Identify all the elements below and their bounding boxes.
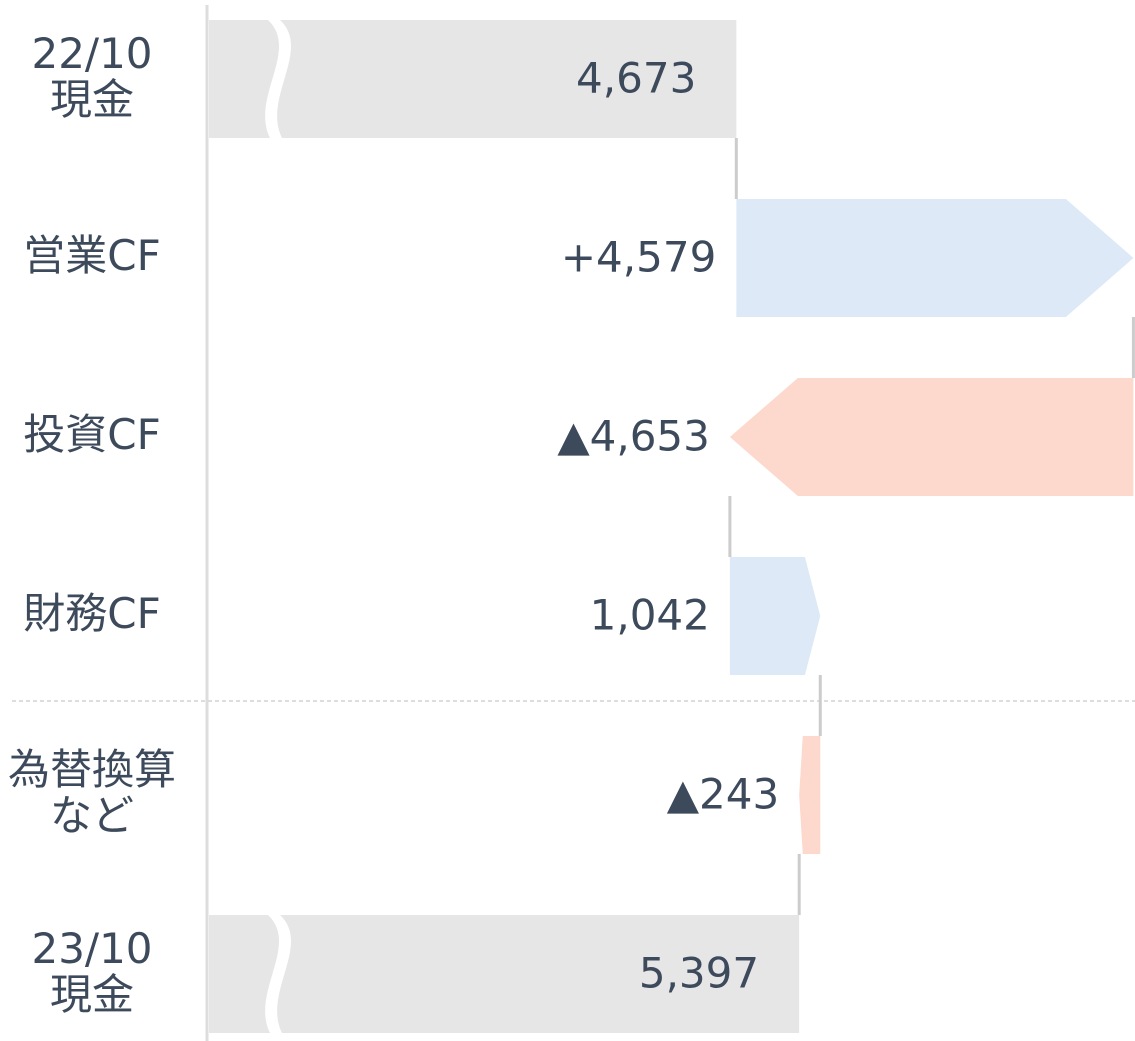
total-bar xyxy=(209,915,800,1033)
value-label: 4,673 xyxy=(576,54,696,103)
category-line: 営業CF xyxy=(23,231,161,280)
value-label: ▲4,653 xyxy=(557,412,710,461)
category-line: 投資CF xyxy=(23,410,161,459)
axis-break xyxy=(265,915,292,1033)
category-line: 22/10 xyxy=(31,29,152,78)
delta-bar xyxy=(799,736,821,854)
category-line: 現金 xyxy=(50,75,134,124)
category-label: 営業CF xyxy=(23,231,161,280)
category-label: 22/10 現金 xyxy=(31,29,152,124)
total-bar xyxy=(209,20,737,138)
axis-break xyxy=(265,20,292,138)
category-line: 現金 xyxy=(50,970,134,1019)
category-line: 為替換算 xyxy=(8,745,176,794)
category-line: 23/10 xyxy=(31,924,152,973)
category-line: 財務CF xyxy=(23,589,161,638)
category-line: など xyxy=(50,791,134,840)
value-label: 5,397 xyxy=(639,949,759,998)
delta-bar xyxy=(729,378,1134,496)
value-label: ▲243 xyxy=(667,770,779,819)
category-label: 為替換算など xyxy=(8,745,176,840)
delta-bar xyxy=(736,199,1134,317)
category-label: 23/10 現金 xyxy=(31,924,152,1019)
category-label: 財務CF xyxy=(23,589,161,638)
value-label: +4,579 xyxy=(561,233,716,282)
delta-bar xyxy=(729,557,821,675)
category-label: 投資CF xyxy=(23,410,161,459)
value-label: 1,042 xyxy=(590,591,710,640)
